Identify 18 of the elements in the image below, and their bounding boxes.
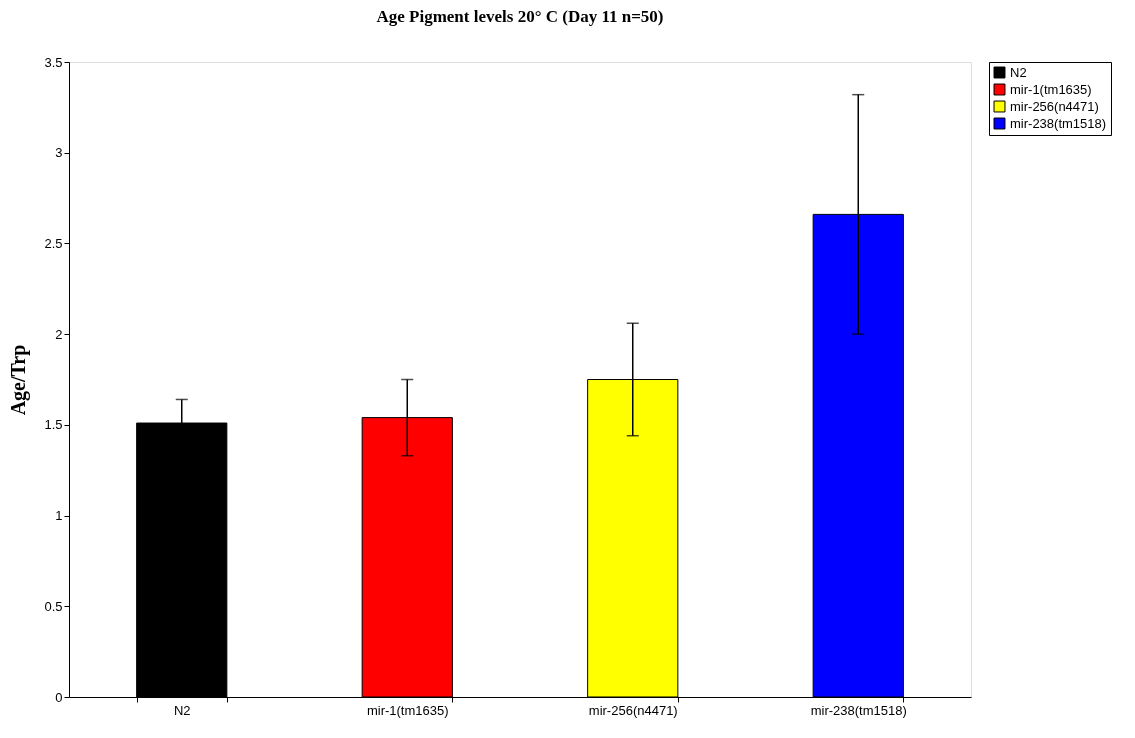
x-tick-label: N2: [173, 702, 191, 718]
legend-label: mir-256(n4471): [1010, 98, 1099, 114]
x-tick-label: mir-1(tm1635): [366, 702, 449, 718]
legend-label: N2: [1010, 64, 1027, 80]
legend-label: mir-1(tm1635): [1010, 81, 1092, 97]
y-axis-title: Age/Trp: [7, 344, 31, 416]
y-tick-label: 3.5: [44, 54, 63, 70]
x-tick-label: mir-238(tm1518): [810, 702, 907, 718]
chart-title: Age Pigment levels 20° C (Day 11 n=50): [376, 7, 664, 26]
y-tick-label: 0.5: [44, 598, 63, 614]
y-tick-label: 1: [55, 508, 63, 524]
y-tick-label: 2: [55, 326, 63, 342]
x-tick-label: mir-256(n4471): [588, 702, 678, 718]
y-tick-label: 1.5: [44, 417, 63, 433]
legend-label: mir-238(tm1518): [1010, 115, 1107, 131]
y-tick-label: 3: [55, 145, 63, 161]
y-tick-label: 2.5: [44, 235, 63, 251]
y-tick-label: 0: [55, 689, 63, 705]
